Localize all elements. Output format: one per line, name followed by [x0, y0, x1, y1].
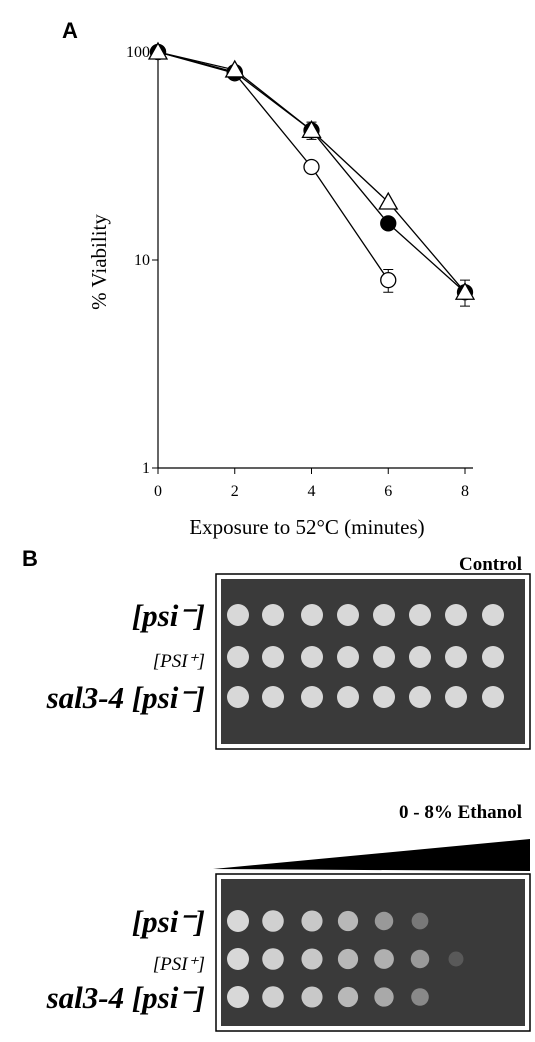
marker — [454, 281, 476, 300]
marker — [301, 120, 322, 139]
row-label: [psi⁻] — [132, 598, 205, 633]
colony-spot — [301, 646, 323, 668]
colony-spot — [262, 604, 284, 626]
colony-spot — [337, 604, 359, 626]
colony-spot — [411, 912, 429, 930]
colony-spot — [301, 604, 323, 626]
colony-spot — [337, 686, 359, 708]
row-label: [psi⁻] — [132, 904, 205, 939]
panel-label: A — [62, 18, 78, 43]
marker — [224, 59, 245, 78]
colony-spot — [374, 911, 394, 931]
colony-spot — [409, 686, 431, 708]
row-label: sal3-4 [psi⁻] — [46, 680, 205, 715]
x-tick-label: 4 — [308, 483, 316, 500]
colony-spot — [482, 686, 504, 708]
plate-title: 0 - 8% Ethanol — [399, 802, 522, 823]
colony-spot — [301, 948, 323, 970]
colony-spot — [482, 604, 504, 626]
row-label: sal3-4 [psi⁻] — [46, 980, 205, 1015]
x-tick-label: 0 — [154, 483, 162, 500]
colony-spot — [445, 686, 467, 708]
colony-spot — [411, 988, 429, 1006]
x-tick-label: 6 — [384, 483, 392, 500]
marker — [303, 158, 320, 176]
colony-spot — [337, 910, 359, 932]
series-line — [157, 51, 389, 281]
y-tick-label: 1 — [142, 460, 150, 477]
colony-spot — [262, 910, 284, 932]
marker — [380, 215, 397, 232]
colony-spot — [262, 646, 284, 668]
x-tick-label: 8 — [461, 483, 469, 500]
x-tick-label: 2 — [231, 483, 239, 500]
y-axis-title: % Viability — [87, 214, 111, 310]
plate-title: Control — [459, 554, 522, 575]
colony-spot — [409, 604, 431, 626]
colony-spot — [227, 910, 249, 932]
colony-spot — [337, 986, 359, 1008]
colony-spot — [448, 951, 464, 967]
x-axis-title: Exposure to 52°C (minutes) — [189, 515, 424, 539]
row-label: [PSI⁺] — [153, 954, 205, 975]
colony-spot — [482, 646, 504, 668]
colony-spot — [227, 686, 249, 708]
colony-spot — [410, 949, 430, 969]
panel-label: B — [22, 546, 38, 571]
colony-spot — [262, 686, 284, 708]
ethanol-wedge — [213, 839, 530, 871]
colony-spot — [409, 646, 431, 668]
colony-spot — [301, 686, 323, 708]
colony-spot — [445, 646, 467, 668]
colony-spot — [262, 948, 284, 970]
colony-spot — [374, 949, 394, 969]
y-tick-label: 10 — [134, 252, 150, 269]
colony-spot — [301, 986, 323, 1008]
colony-spot — [262, 986, 284, 1008]
colony-spot — [227, 986, 249, 1008]
colony-spot — [373, 686, 395, 708]
colony-spot — [227, 646, 249, 668]
row-label: [PSI⁺] — [153, 651, 205, 672]
marker — [378, 191, 399, 210]
colony-spot — [301, 910, 323, 932]
marker — [147, 41, 169, 60]
colony-spot — [374, 987, 394, 1007]
colony-spot — [227, 948, 249, 970]
colony-spot — [337, 646, 359, 668]
colony-spot — [227, 604, 249, 626]
colony-spot — [445, 604, 467, 626]
colony-spot — [337, 948, 359, 970]
marker — [380, 272, 397, 289]
colony-spot — [373, 646, 395, 668]
y-tick-label: 100 — [126, 44, 150, 61]
colony-spot — [373, 604, 395, 626]
